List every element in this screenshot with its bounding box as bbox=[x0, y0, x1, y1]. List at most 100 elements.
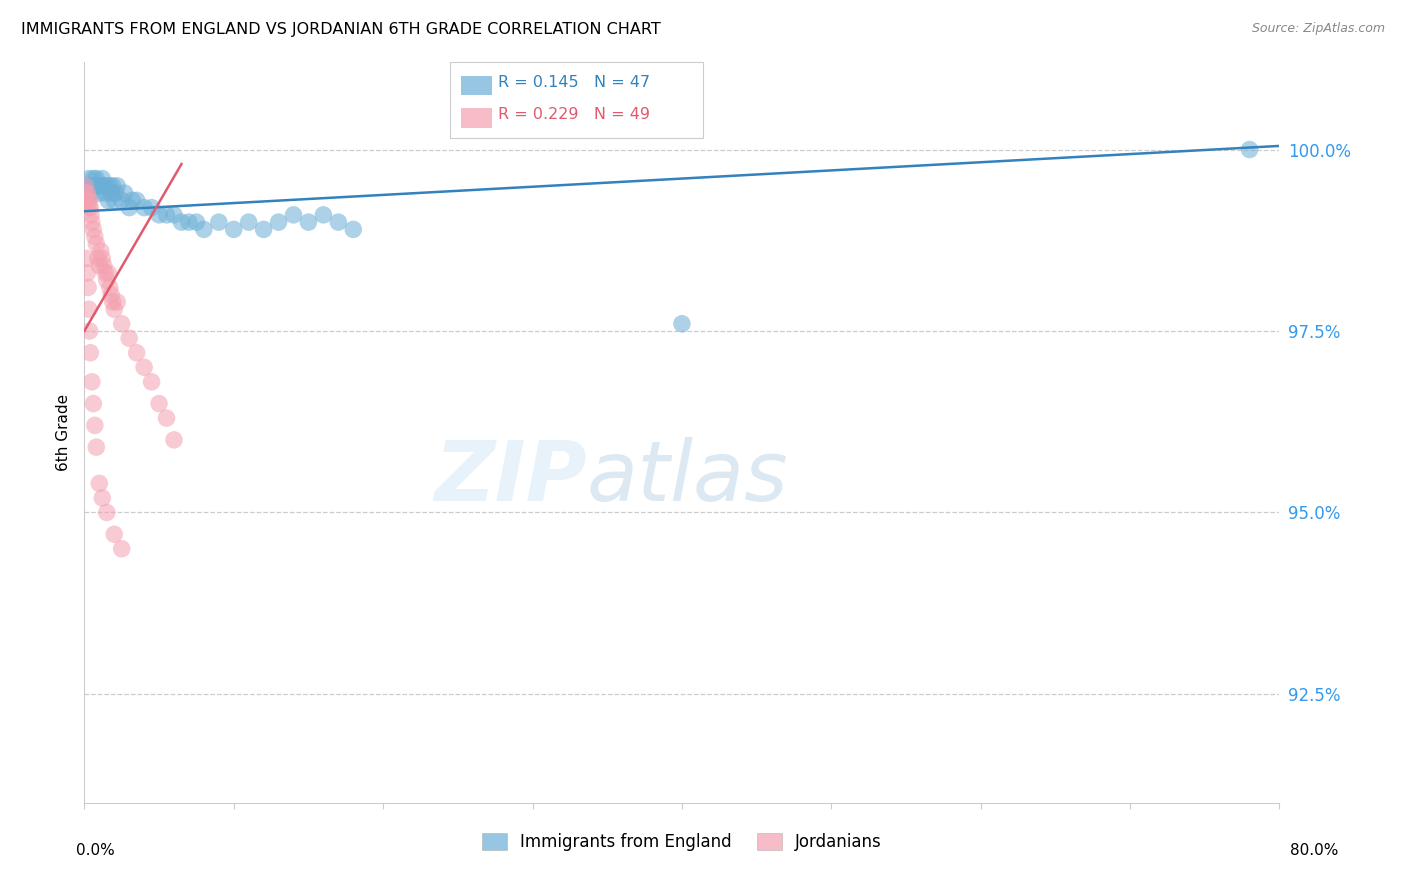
Point bbox=[91, 491, 114, 505]
Point bbox=[80, 375, 103, 389]
Point bbox=[79, 345, 101, 359]
Point bbox=[87, 178, 110, 193]
Point bbox=[94, 266, 117, 280]
Point bbox=[89, 259, 111, 273]
Point bbox=[98, 280, 121, 294]
Point bbox=[80, 186, 103, 200]
Point bbox=[97, 266, 120, 280]
Point bbox=[79, 178, 101, 193]
Point bbox=[100, 287, 122, 301]
Point bbox=[103, 194, 125, 208]
Point bbox=[118, 201, 141, 215]
Point bbox=[83, 418, 105, 433]
Point bbox=[111, 194, 134, 208]
Point bbox=[125, 345, 148, 359]
Point bbox=[121, 194, 143, 208]
Point bbox=[75, 186, 97, 200]
Point bbox=[90, 244, 112, 259]
Text: ZIP: ZIP bbox=[433, 436, 586, 517]
Point bbox=[208, 215, 231, 229]
Point bbox=[98, 178, 121, 193]
Point bbox=[76, 194, 98, 208]
Point bbox=[82, 222, 104, 236]
Point bbox=[77, 201, 100, 215]
Point bbox=[76, 266, 98, 280]
Point bbox=[77, 280, 100, 294]
Point bbox=[148, 208, 170, 222]
Point bbox=[105, 178, 128, 193]
Point bbox=[111, 541, 134, 556]
Point bbox=[91, 171, 114, 186]
Text: atlas: atlas bbox=[586, 436, 787, 517]
Point bbox=[89, 476, 111, 491]
Point bbox=[93, 178, 115, 193]
Point bbox=[222, 222, 245, 236]
Point bbox=[96, 273, 118, 287]
Point bbox=[77, 302, 100, 317]
Point bbox=[267, 215, 290, 229]
Point bbox=[79, 201, 101, 215]
Point bbox=[148, 396, 170, 410]
Point bbox=[297, 215, 319, 229]
Point bbox=[125, 194, 148, 208]
Point bbox=[94, 186, 117, 200]
Point bbox=[96, 178, 118, 193]
Point bbox=[97, 194, 120, 208]
Point bbox=[170, 215, 193, 229]
Point bbox=[100, 186, 122, 200]
Point bbox=[671, 317, 693, 331]
Point bbox=[238, 215, 260, 229]
Point bbox=[283, 208, 305, 222]
Text: Source: ZipAtlas.com: Source: ZipAtlas.com bbox=[1251, 22, 1385, 36]
Text: R = 0.229   N = 49: R = 0.229 N = 49 bbox=[498, 107, 650, 122]
Point bbox=[141, 201, 163, 215]
Point bbox=[76, 178, 98, 193]
Point bbox=[82, 396, 104, 410]
Point bbox=[103, 527, 125, 541]
Point bbox=[177, 215, 200, 229]
Point bbox=[114, 186, 136, 200]
Point bbox=[87, 252, 110, 266]
Point bbox=[328, 215, 350, 229]
Point bbox=[91, 252, 114, 266]
Point bbox=[103, 302, 125, 317]
Point bbox=[155, 411, 177, 425]
Point bbox=[80, 208, 103, 222]
Point bbox=[93, 259, 115, 273]
Y-axis label: 6th Grade: 6th Grade bbox=[56, 394, 72, 471]
Point bbox=[193, 222, 215, 236]
Point bbox=[132, 201, 156, 215]
Text: 0.0%: 0.0% bbox=[76, 843, 115, 858]
Point bbox=[186, 215, 208, 229]
Point bbox=[132, 360, 156, 375]
Point bbox=[80, 215, 103, 229]
Point bbox=[342, 222, 364, 236]
Text: 80.0%: 80.0% bbox=[1291, 843, 1339, 858]
Point bbox=[163, 433, 186, 447]
Point bbox=[86, 236, 108, 251]
Point bbox=[111, 317, 134, 331]
Point bbox=[101, 295, 124, 310]
Text: IMMIGRANTS FROM ENGLAND VS JORDANIAN 6TH GRADE CORRELATION CHART: IMMIGRANTS FROM ENGLAND VS JORDANIAN 6TH… bbox=[21, 22, 661, 37]
Point bbox=[1239, 143, 1261, 157]
Text: R = 0.145   N = 47: R = 0.145 N = 47 bbox=[498, 75, 650, 90]
Point bbox=[82, 171, 104, 186]
Point bbox=[105, 295, 128, 310]
Point bbox=[79, 194, 101, 208]
Point bbox=[83, 229, 105, 244]
Point bbox=[86, 171, 108, 186]
Point bbox=[253, 222, 276, 236]
Point bbox=[163, 208, 186, 222]
Point bbox=[83, 178, 105, 193]
Point bbox=[104, 186, 127, 200]
Point bbox=[77, 171, 100, 186]
Point bbox=[155, 208, 177, 222]
Point bbox=[76, 186, 98, 200]
Legend: Immigrants from England, Jordanians: Immigrants from England, Jordanians bbox=[475, 826, 889, 857]
Point bbox=[312, 208, 335, 222]
Point bbox=[90, 178, 112, 193]
Point bbox=[89, 186, 111, 200]
Point bbox=[76, 252, 98, 266]
Point bbox=[118, 331, 141, 345]
Point bbox=[86, 440, 108, 454]
